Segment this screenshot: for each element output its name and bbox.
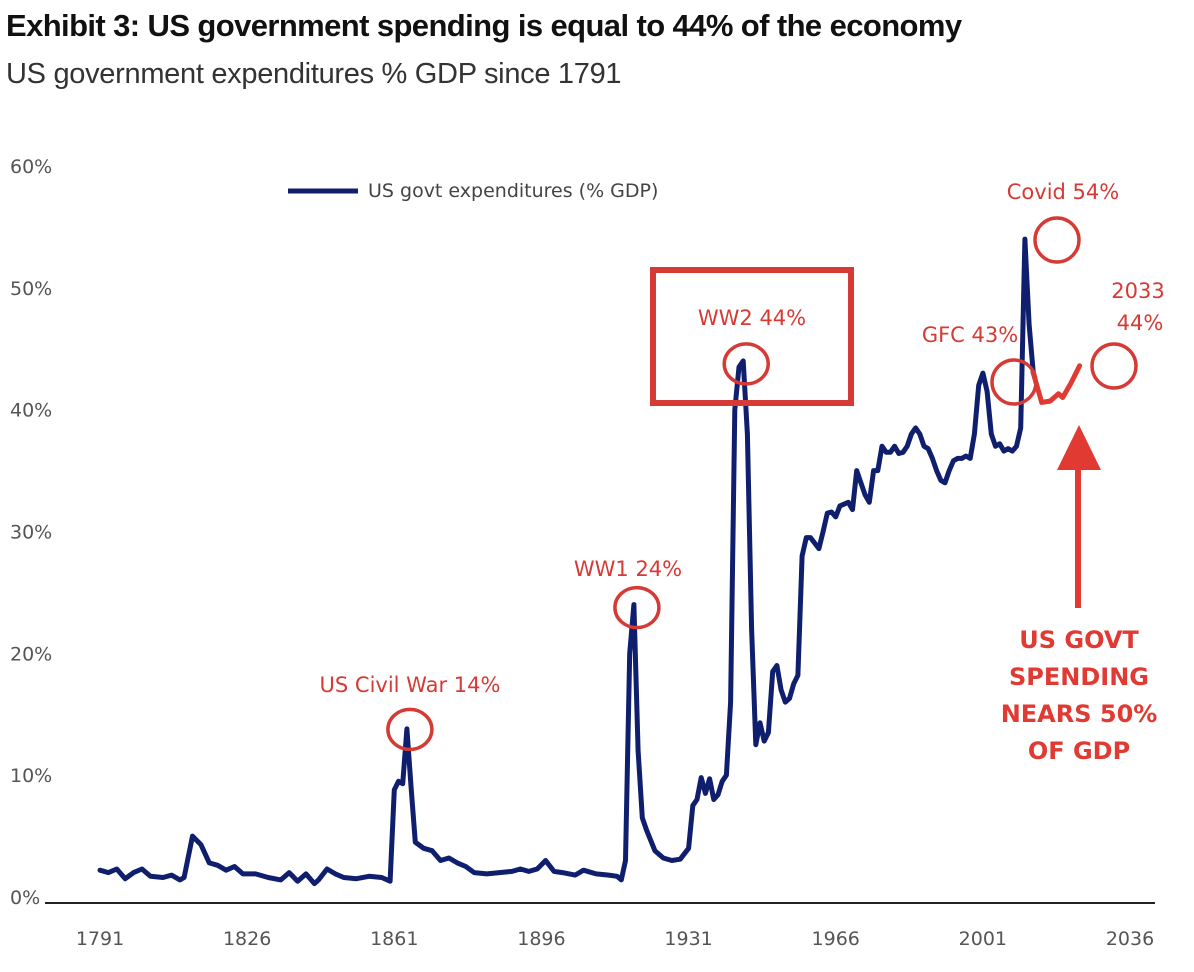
annotation-covid: Covid 54% <box>1007 180 1119 204</box>
x-tick-label: 1966 <box>812 928 860 950</box>
annotation-civil-war: US Civil War 14% <box>320 673 501 697</box>
y-tick-label: 20% <box>10 643 52 665</box>
annotation-circle-ww1 <box>613 585 661 630</box>
annotation-2033-year: 2033 <box>1111 279 1164 303</box>
chart-subtitle: US government expenditures % GDP since 1… <box>6 58 622 90</box>
series-line <box>97 236 1036 887</box>
y-tick-label: 50% <box>10 278 52 300</box>
x-tick-label: 1861 <box>370 928 418 950</box>
y-tick-label: 0% <box>10 887 40 909</box>
callout-line: NEARS 50% <box>1001 700 1158 728</box>
x-tick-label: 1826 <box>223 928 271 950</box>
callout-line: OF GDP <box>1028 737 1130 765</box>
x-tick-label: 1791 <box>76 928 124 950</box>
x-tick-label: 1896 <box>517 928 565 950</box>
x-tick-label: 2036 <box>1106 928 1154 950</box>
legend-label: US govt expenditures (% GDP) <box>368 180 658 202</box>
annotation-circle-2033 <box>1090 342 1138 390</box>
annotation-circle-ww2 <box>722 342 770 386</box>
annotation-circle-covid <box>1033 216 1081 264</box>
y-tick-label: 40% <box>10 400 52 422</box>
x-tick-label: 2001 <box>959 928 1007 950</box>
projection-line <box>1030 363 1083 405</box>
y-tick-label: 10% <box>10 765 52 787</box>
chart-title: Exhibit 3: US government spending is equ… <box>6 8 962 43</box>
annotation-ww2: WW2 44% <box>698 306 806 330</box>
y-tick-label: 60% <box>10 156 52 178</box>
callout-line: SPENDING <box>1009 663 1149 691</box>
annotation-circle-gfc <box>990 358 1038 406</box>
x-tick-label: 1931 <box>664 928 712 950</box>
annotation-gfc: GFC 43% <box>922 323 1018 347</box>
annotation-2033-value: 44% <box>1117 311 1164 335</box>
annotation-circle-civil-war <box>386 707 434 752</box>
annotation-box-ww2 <box>650 267 854 406</box>
annotation-ww1: WW1 24% <box>574 557 682 581</box>
y-tick-label: 30% <box>10 522 52 544</box>
arrow-up-icon <box>1057 425 1101 470</box>
callout-line: US GOVT <box>1019 626 1139 654</box>
